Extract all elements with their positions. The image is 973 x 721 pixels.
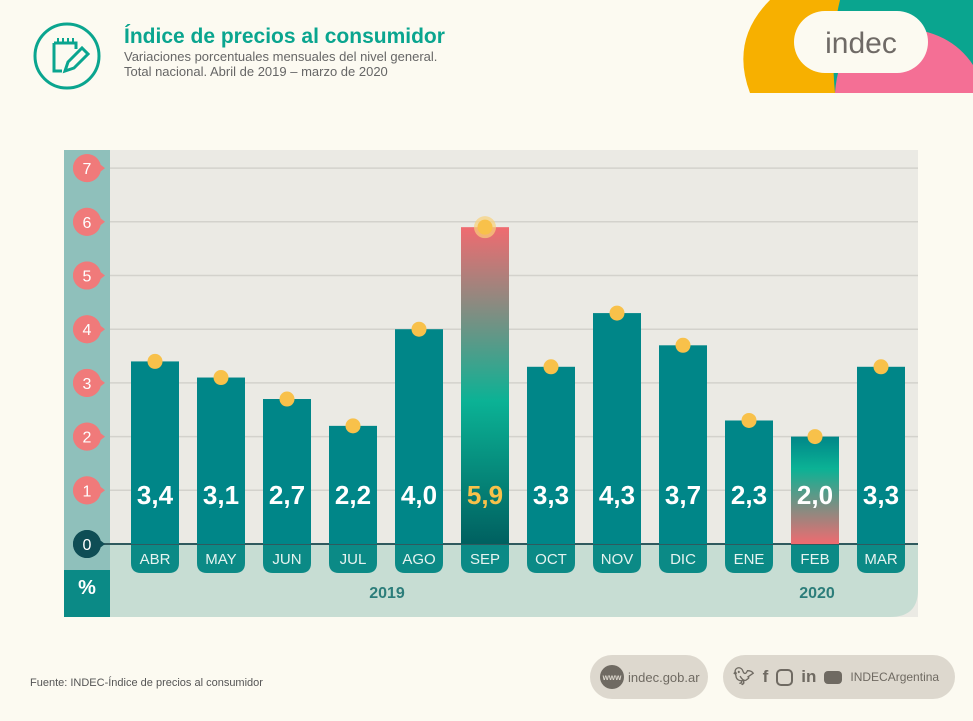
linkedin-icon[interactable]: in bbox=[801, 667, 817, 686]
social-handle: INDECArgentina bbox=[850, 670, 940, 684]
y-tick-label: 1 bbox=[83, 483, 92, 500]
percent-box bbox=[64, 570, 110, 617]
x-tick-label: NOV bbox=[601, 551, 634, 568]
y-tick-circle bbox=[73, 476, 101, 505]
x-tick-label: AGO bbox=[402, 551, 435, 568]
data-label: 2,2 bbox=[335, 480, 371, 510]
month-tab bbox=[395, 545, 443, 573]
bar-ene bbox=[725, 420, 773, 544]
y-axis-label: % bbox=[78, 577, 96, 599]
indec-logo: indec bbox=[730, 0, 973, 93]
month-tab bbox=[725, 545, 773, 573]
data-label: 3,4 bbox=[137, 480, 174, 510]
social-links[interactable]: 🐦︎ f in INDECArgentina bbox=[723, 655, 955, 699]
value-marker bbox=[147, 353, 163, 369]
svg-text:indec: indec bbox=[825, 27, 897, 60]
bar-mar bbox=[857, 366, 905, 544]
x-tick-label: OCT bbox=[535, 551, 567, 568]
y-tick-circle bbox=[73, 154, 101, 183]
value-marker bbox=[411, 321, 427, 337]
website-link[interactable]: www indec.gob.ar bbox=[590, 655, 708, 699]
data-label: 2,3 bbox=[731, 480, 767, 510]
y-tick-label: 0 bbox=[83, 537, 92, 554]
value-marker bbox=[213, 370, 229, 386]
y-tick-label: 4 bbox=[83, 322, 92, 339]
x-tick-label: ABR bbox=[140, 551, 171, 568]
bar-dic bbox=[659, 345, 707, 544]
website-text: indec.gob.ar bbox=[628, 669, 700, 685]
twitter-icon[interactable]: 🐦︎ bbox=[733, 667, 755, 686]
data-label: 2,0 bbox=[797, 480, 833, 510]
value-marker bbox=[741, 412, 757, 428]
month-tab bbox=[197, 545, 245, 573]
month-tab bbox=[263, 545, 311, 573]
x-tick-label: MAR bbox=[864, 551, 898, 568]
month-tab bbox=[791, 545, 839, 573]
bottom-band bbox=[110, 544, 918, 617]
bar-sep bbox=[461, 227, 509, 545]
x-tick-label: JUN bbox=[272, 551, 301, 568]
subtitle-period: Total nacional. Abril de 2019 – marzo de… bbox=[124, 64, 388, 79]
page-title: Índice de precios al consumidor bbox=[124, 25, 445, 48]
notepad-pencil-icon bbox=[33, 22, 101, 90]
month-tab bbox=[593, 545, 641, 573]
subtitle: Variaciones porcentuales mensuales del n… bbox=[124, 49, 438, 64]
bar-chart: % 3,4 ABR 3,1 MAY 2,7 JUN 2,2 JUL 4,0 AGO 5,9 SEP 3,… bbox=[64, 150, 918, 617]
data-label: 5,9 bbox=[467, 480, 503, 510]
bar-feb bbox=[791, 436, 839, 544]
data-label: 3,1 bbox=[203, 480, 239, 510]
month-tab bbox=[329, 545, 377, 573]
month-tab bbox=[461, 545, 509, 573]
facebook-icon[interactable]: f bbox=[762, 667, 769, 686]
globe-www-icon: www bbox=[600, 665, 624, 689]
year-label-2019: 2019 bbox=[369, 585, 405, 602]
month-tab bbox=[659, 545, 707, 573]
y-tick-label: 3 bbox=[83, 376, 92, 393]
data-label: 3,3 bbox=[533, 480, 569, 510]
source-note: Fuente: INDEC-Índice de precios al consu… bbox=[30, 677, 263, 689]
month-tab bbox=[131, 545, 179, 573]
value-marker bbox=[279, 391, 295, 407]
y-tick-circle bbox=[73, 261, 101, 290]
value-marker bbox=[807, 429, 823, 445]
bar-jul bbox=[329, 425, 377, 544]
bar-ago bbox=[395, 329, 443, 544]
data-label: 4,3 bbox=[599, 480, 635, 510]
month-tab bbox=[527, 545, 575, 573]
data-label: 3,3 bbox=[863, 480, 899, 510]
bar-abr bbox=[131, 361, 179, 544]
y-tick-label: 5 bbox=[83, 269, 92, 286]
data-label: 2,7 bbox=[269, 480, 305, 510]
bar-nov bbox=[593, 313, 641, 544]
x-tick-label: MAY bbox=[205, 551, 236, 568]
value-marker bbox=[345, 418, 361, 434]
bar-oct bbox=[527, 366, 575, 544]
data-label: 3,7 bbox=[665, 480, 701, 510]
y-tick-circle bbox=[73, 315, 101, 344]
y-tick-circle bbox=[73, 530, 101, 558]
value-marker bbox=[477, 219, 493, 235]
y-tick-circle bbox=[73, 368, 101, 397]
youtube-icon[interactable] bbox=[824, 670, 843, 684]
y-tick-label: 2 bbox=[83, 430, 92, 447]
y-tick-circle bbox=[73, 422, 101, 451]
x-tick-label: FEB bbox=[800, 551, 829, 568]
year-label-2020: 2020 bbox=[799, 585, 835, 602]
x-tick-label: DIC bbox=[670, 551, 696, 568]
y-tick-label: 6 bbox=[83, 215, 92, 232]
data-label: 4,0 bbox=[401, 480, 437, 510]
month-tab bbox=[857, 545, 905, 573]
x-tick-label: SEP bbox=[470, 551, 500, 568]
value-marker bbox=[873, 359, 889, 375]
x-tick-label: ENE bbox=[734, 551, 765, 568]
y-tick-circle bbox=[73, 207, 101, 236]
bar-jun bbox=[263, 399, 311, 544]
bar-may bbox=[197, 377, 245, 544]
x-tick-label: JUL bbox=[340, 551, 367, 568]
instagram-icon[interactable] bbox=[776, 668, 794, 686]
value-marker bbox=[543, 359, 559, 375]
value-marker bbox=[675, 337, 691, 353]
value-marker bbox=[609, 305, 625, 321]
y-tick-label: 7 bbox=[83, 161, 92, 178]
